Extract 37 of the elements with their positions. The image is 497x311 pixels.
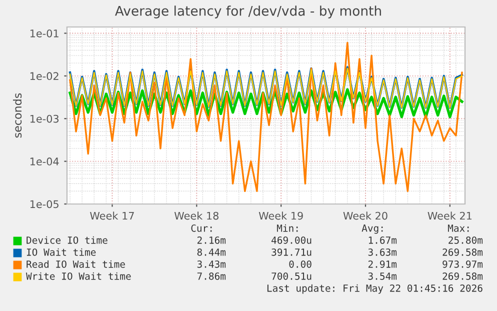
text: 1.67m [368, 236, 397, 244]
y-tick-label: 1e-05 [30, 200, 58, 208]
y-tick-label: 1e-01 [30, 29, 58, 38]
text: 3.43m [197, 260, 226, 268]
text: Min: [276, 224, 298, 232]
text: 2.91m [368, 260, 397, 268]
text: Cur: [191, 224, 212, 232]
x-tick-label: Week 17 [90, 212, 134, 220]
text: 2.16m [197, 236, 226, 244]
text: 700.51u [272, 272, 312, 280]
x-tick-label: Week 18 [174, 212, 218, 220]
y-tick-label: 1e-04 [30, 158, 59, 166]
legend-label: Read IO Wait time [26, 260, 125, 268]
legend-label: Write IO Wait time [26, 272, 131, 280]
x-tick-label: Week 20 [343, 212, 388, 220]
text: 269.58m [442, 248, 483, 256]
text: 3.54m [368, 272, 397, 280]
legend-label: IO Wait time [26, 248, 96, 256]
text: Avg: [362, 224, 383, 234]
x-tick-label: Week 19 [258, 212, 303, 220]
text: 269.58m [442, 272, 483, 280]
text: 7.86m [197, 272, 226, 280]
text: 3.63m [368, 248, 397, 256]
chart-title: Average latency for /dev/vda - by month [115, 6, 381, 18]
text: 973.97m [442, 260, 483, 268]
text: 8.44m [197, 248, 226, 256]
text: 391.71u [272, 248, 312, 256]
text: 0.00 [289, 260, 312, 268]
y-axis-title: seconds [13, 93, 22, 138]
x-tick-label: Week 21 [428, 212, 472, 220]
y-tick-label: 1e-02 [30, 72, 58, 80]
text: 469.00u [272, 236, 312, 244]
legend-label: Device IO time [26, 236, 108, 244]
y-tick-label: 1e-03 [30, 114, 59, 123]
text: Last update: Fri May 22 01:45:16 2026 [267, 284, 482, 294]
text: Max: [448, 224, 469, 232]
text: 25.80m [448, 236, 483, 244]
